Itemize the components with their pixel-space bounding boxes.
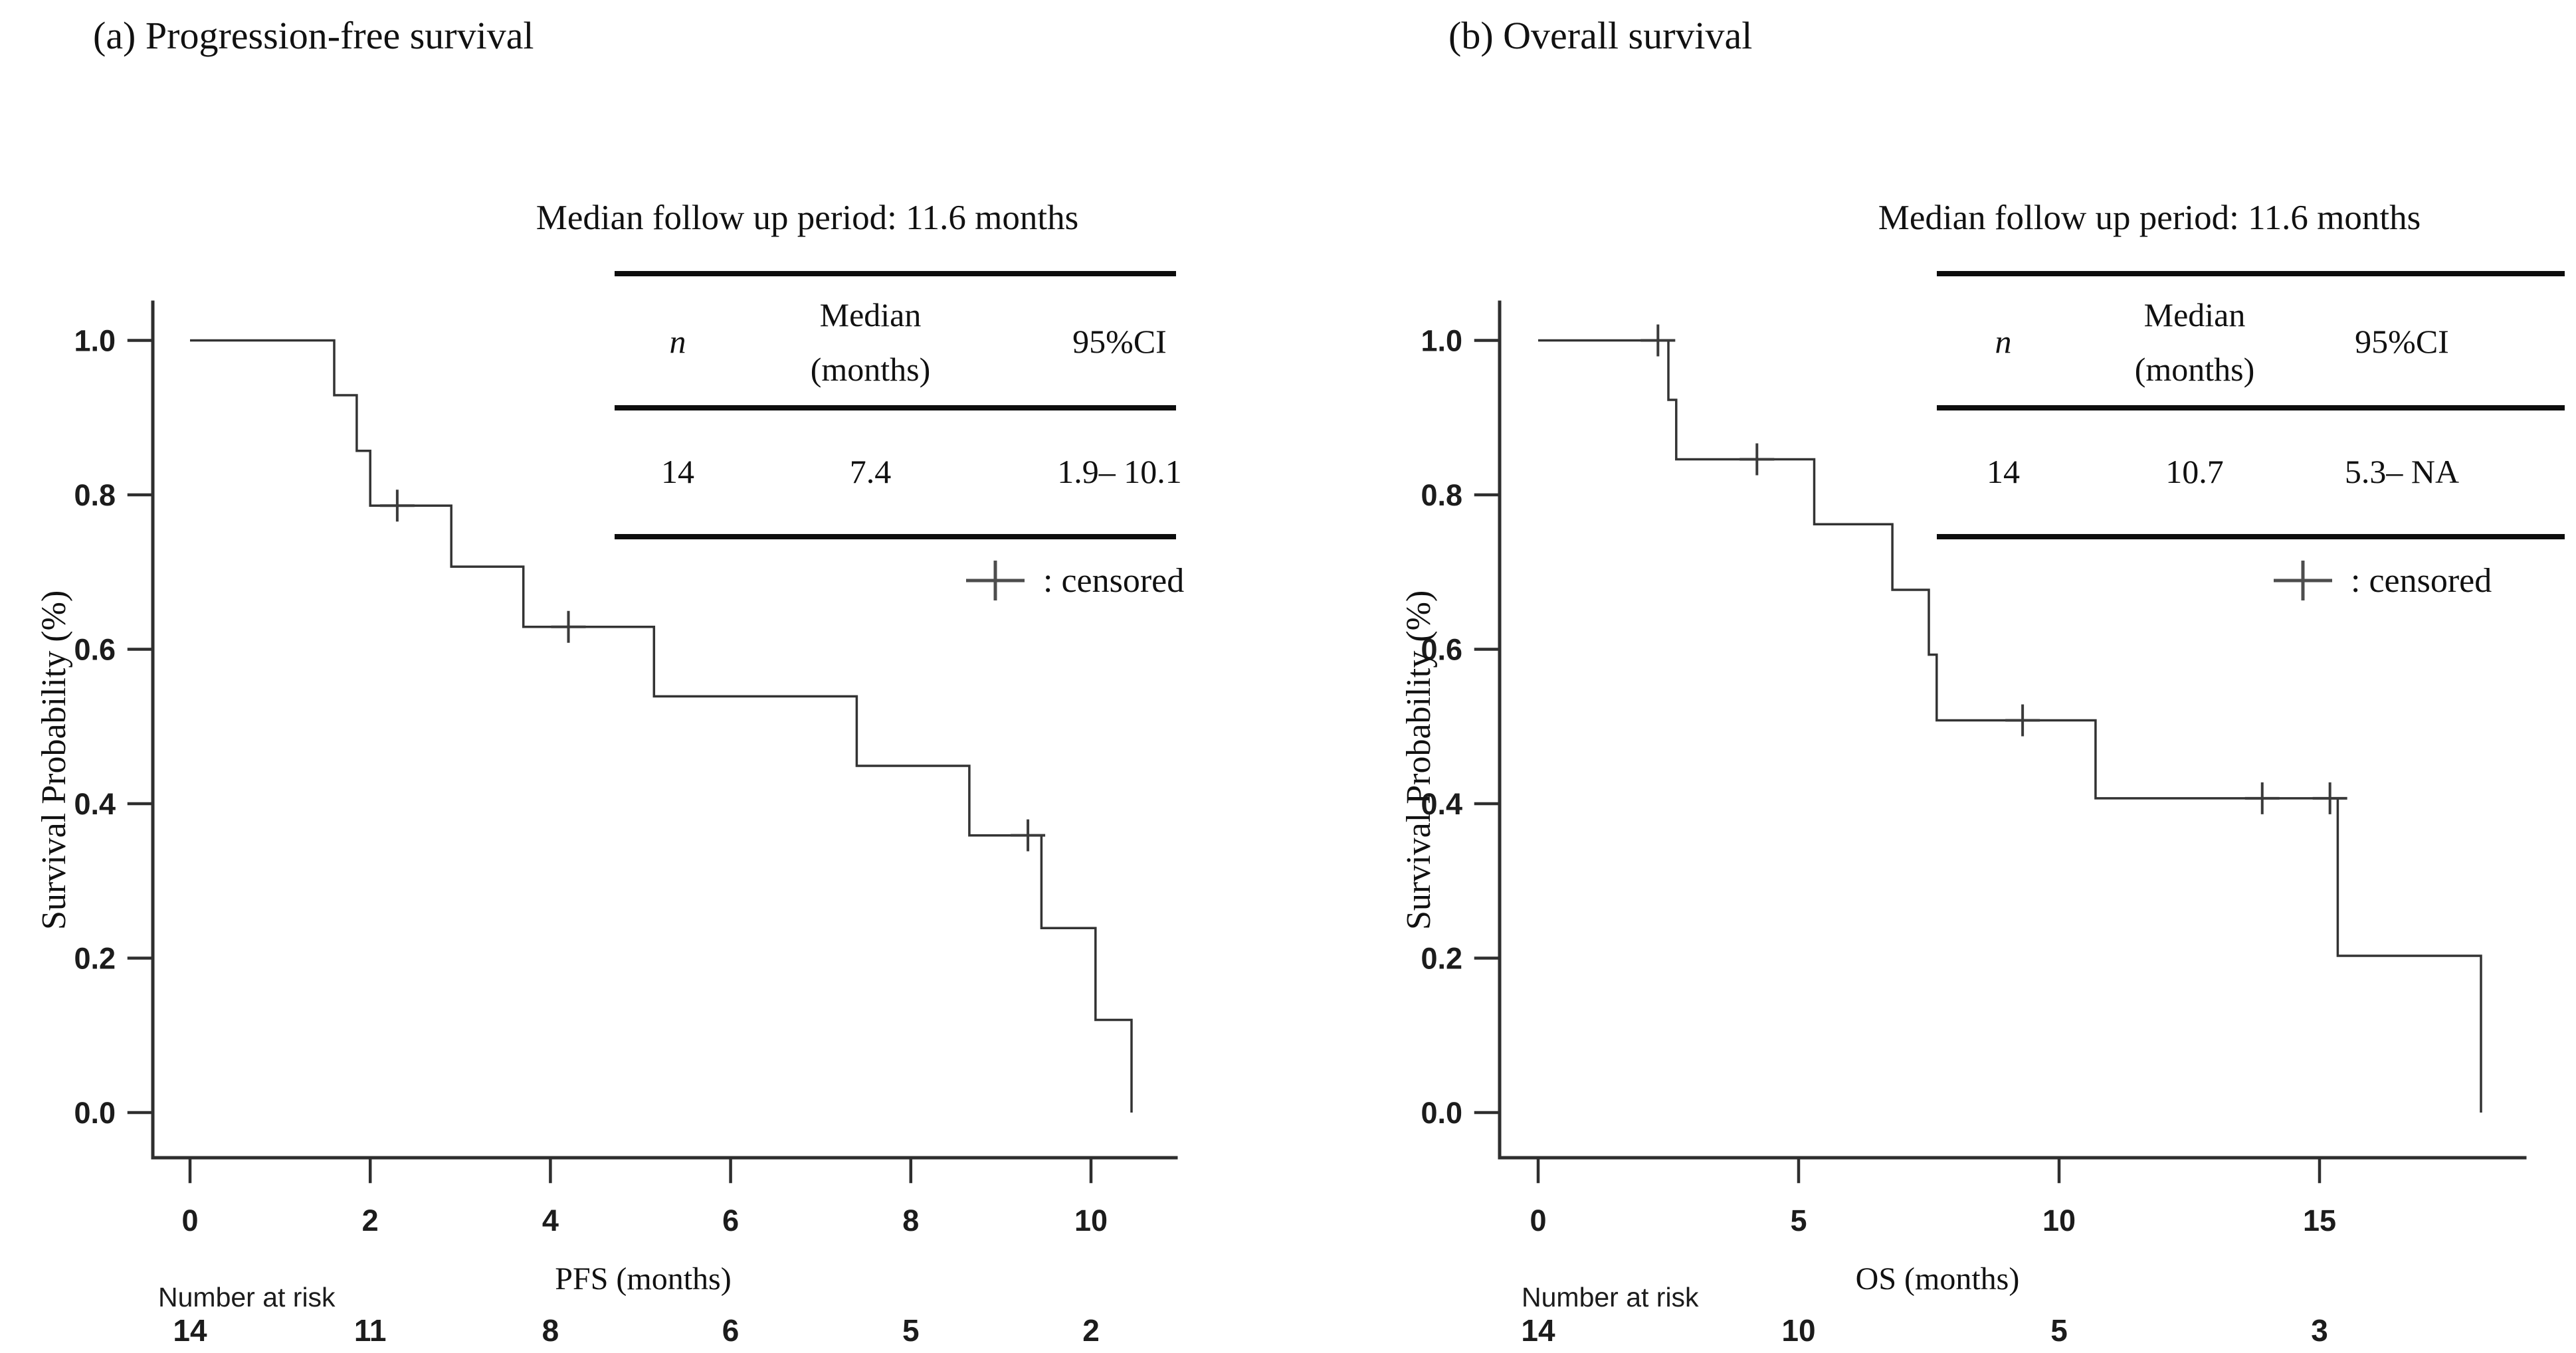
panel-b-y-axis-label: Survival Probability (%) — [1400, 590, 1438, 930]
table-value-ci: 1.9– 10.1 — [1057, 453, 1182, 490]
panel-b-title: (b) Overall survival — [1448, 14, 1753, 57]
x-tick-label: 6 — [722, 1204, 739, 1237]
panel-b-number-at-risk-label: Number at risk — [1522, 1282, 1699, 1312]
table-value-median: 7.4 — [849, 453, 892, 490]
table-header-n: n — [1995, 323, 2012, 360]
plus-icon — [2274, 561, 2332, 600]
panel-a-title: (a) Progression-free survival — [93, 14, 534, 57]
panel-a-number-at-risk-label: Number at risk — [158, 1282, 336, 1312]
x-tick-label: 5 — [1790, 1204, 1807, 1237]
number-at-risk-count: 5 — [902, 1313, 920, 1348]
y-tick-label: 0.2 — [74, 942, 116, 976]
y-tick-label: 0.8 — [74, 478, 116, 512]
y-tick-label: 0.4 — [74, 787, 116, 821]
table-header-n: n — [669, 323, 686, 360]
panel-a-x-axis-label: PFS (months) — [555, 1261, 732, 1297]
x-tick-label: 0 — [1530, 1204, 1546, 1237]
table-value-median: 10.7 — [2165, 453, 2224, 490]
y-tick-label: 0.0 — [74, 1096, 116, 1130]
table-rule-bottom — [1937, 534, 2565, 539]
table-header-median-line2: (months) — [810, 351, 931, 388]
y-tick-label: 0.0 — [1421, 1096, 1462, 1130]
number-at-risk-count: 6 — [722, 1313, 740, 1348]
table-header-ci: 95%CI — [1072, 323, 1167, 360]
x-tick-label: 15 — [2303, 1204, 2336, 1237]
y-tick-label: 1.0 — [1421, 324, 1462, 358]
table-header-median-line1: Median — [819, 296, 922, 333]
table-value-ci: 5.3– NA — [2344, 453, 2460, 490]
number-at-risk-count: 11 — [353, 1313, 387, 1348]
number-at-risk-count: 14 — [1521, 1313, 1555, 1348]
censored-legend-label: : censored — [2351, 561, 2492, 600]
x-tick-label: 10 — [2042, 1204, 2076, 1237]
number-at-risk-count: 3 — [2311, 1313, 2328, 1348]
table-rule-bottom — [615, 534, 1176, 539]
number-at-risk-count: 14 — [173, 1313, 207, 1348]
panel-a-censored-legend: : censored — [965, 555, 1184, 606]
y-tick-label: 0.8 — [1421, 478, 1462, 512]
plus-icon — [966, 561, 1025, 600]
table-header-median-line2: (months) — [2134, 351, 2255, 388]
panel-b-censored-legend: : censored — [2272, 555, 2492, 606]
x-tick-label: 8 — [902, 1204, 919, 1237]
y-tick-label: 0.2 — [1421, 942, 1462, 976]
y-tick-label: 0.6 — [1421, 633, 1462, 667]
panel-a-summary-table: n Median (months) 95%CI 14 7.4 1.9– 10.1 — [615, 271, 1182, 541]
table-rule-top — [1937, 271, 2565, 276]
x-tick-label: 2 — [362, 1204, 379, 1237]
number-at-risk-count: 2 — [1082, 1313, 1100, 1348]
censored-legend-label: : censored — [1043, 561, 1185, 600]
x-tick-label: 10 — [1074, 1204, 1108, 1237]
survival-step-curve — [190, 339, 1133, 1113]
table-rule-mid — [1937, 405, 2565, 410]
panel-b-x-axis-label: OS (months) — [1855, 1261, 2020, 1297]
table-value-n: 14 — [661, 453, 694, 490]
panel-a-followup-note: Median follow up period: 11.6 months — [536, 199, 1079, 237]
number-at-risk-count: 5 — [2050, 1313, 2068, 1348]
table-value-n: 14 — [1987, 453, 2020, 490]
panel-b-summary-table: n Median (months) 95%CI 14 10.7 5.3– NA — [1937, 271, 2565, 541]
panel-b-followup-note: Median follow up period: 11.6 months — [1878, 199, 2421, 237]
number-at-risk-count: 8 — [542, 1313, 559, 1348]
panel-a-y-axis-label: Survival Probability (%) — [35, 590, 73, 930]
x-tick-label: 4 — [542, 1204, 559, 1237]
table-rule-mid — [615, 405, 1176, 410]
y-tick-label: 0.4 — [1421, 787, 1462, 821]
x-tick-label: 0 — [181, 1204, 198, 1237]
y-tick-label: 1.0 — [74, 324, 116, 358]
y-tick-label: 0.6 — [74, 633, 116, 667]
table-header-ci: 95%CI — [2355, 323, 2449, 360]
table-rule-top — [615, 271, 1176, 276]
table-header-median-line1: Median — [2143, 296, 2246, 333]
number-at-risk-count: 10 — [1781, 1313, 1816, 1348]
